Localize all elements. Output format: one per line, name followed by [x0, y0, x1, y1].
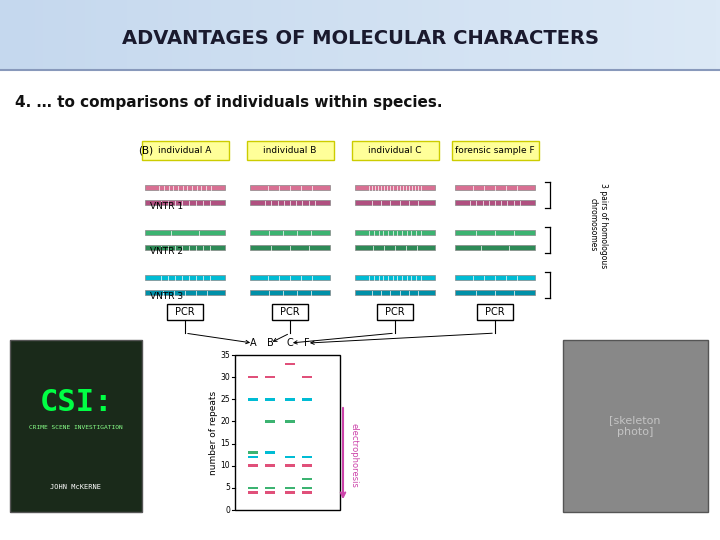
Text: PCR: PCR [385, 307, 405, 317]
Bar [285, 491, 295, 494]
Bar [455, 200, 535, 205]
Bar [302, 456, 312, 458]
Bar [302, 478, 312, 480]
Bar [377, 304, 413, 320]
Bar [285, 456, 295, 458]
FancyBboxPatch shape [142, 140, 228, 160]
Bar [265, 491, 275, 494]
Text: A: A [250, 338, 256, 348]
Text: VNTR 2: VNTR 2 [150, 247, 183, 256]
Bar [167, 304, 203, 320]
Bar [272, 304, 308, 320]
Bar [355, 275, 435, 280]
Bar [145, 230, 225, 235]
Text: PCR: PCR [280, 307, 300, 317]
Text: 20: 20 [220, 417, 230, 426]
Bar [248, 376, 258, 379]
Bar [145, 290, 225, 295]
Bar [235, 355, 340, 510]
Bar [355, 230, 435, 235]
Bar [285, 398, 295, 401]
Text: PCR: PCR [485, 307, 505, 317]
Text: PCR: PCR [175, 307, 195, 317]
Text: 25: 25 [220, 395, 230, 404]
Text: individual A: individual A [158, 146, 212, 154]
Bar [248, 456, 258, 458]
Bar [145, 245, 225, 250]
Bar [455, 275, 535, 280]
Text: C: C [287, 338, 293, 348]
Text: individual B: individual B [264, 146, 317, 154]
Text: number of repeats: number of repeats [209, 390, 217, 475]
Bar [355, 290, 435, 295]
Bar [302, 398, 312, 401]
Text: 3 pairs of homologous
chromosomes: 3 pairs of homologous chromosomes [588, 183, 608, 268]
Bar [250, 200, 330, 205]
Text: 10: 10 [220, 461, 230, 470]
Text: [skeleton
photo]: [skeleton photo] [609, 415, 661, 437]
Text: CSI:: CSI: [40, 388, 113, 416]
Bar [355, 245, 435, 250]
Text: 0: 0 [225, 505, 230, 515]
Text: individual C: individual C [368, 146, 422, 154]
Text: ADVANTAGES OF MOLECULAR CHARACTERS: ADVANTAGES OF MOLECULAR CHARACTERS [122, 29, 598, 48]
Bar [355, 185, 435, 190]
Bar [248, 451, 258, 454]
FancyBboxPatch shape [451, 140, 539, 160]
Bar [250, 275, 330, 280]
Bar [355, 200, 435, 205]
Bar [455, 185, 535, 190]
Bar [563, 340, 708, 512]
Bar [250, 185, 330, 190]
Text: F: F [304, 338, 310, 348]
Bar [285, 487, 295, 489]
Bar [265, 376, 275, 379]
Text: 35: 35 [220, 350, 230, 360]
Bar [285, 420, 295, 423]
Bar [248, 464, 258, 467]
Bar [250, 245, 330, 250]
Bar [10, 340, 142, 512]
Text: CRIME SCENE INVESTIGATION: CRIME SCENE INVESTIGATION [29, 424, 123, 429]
Bar [145, 200, 225, 205]
Text: forensic sample F: forensic sample F [455, 146, 535, 154]
Text: B: B [266, 338, 274, 348]
Bar [285, 363, 295, 365]
Bar [265, 464, 275, 467]
Bar [455, 230, 535, 235]
Text: (B): (B) [138, 145, 153, 155]
Bar [145, 275, 225, 280]
Text: 15: 15 [220, 439, 230, 448]
Bar [285, 464, 295, 467]
Bar [250, 290, 330, 295]
Text: 4. … to comparisons of individuals within species.: 4. … to comparisons of individuals withi… [15, 95, 443, 110]
Bar [145, 185, 225, 190]
Bar [265, 487, 275, 489]
Bar [250, 230, 330, 235]
Text: 5: 5 [225, 483, 230, 492]
Bar [455, 290, 535, 295]
Text: 30: 30 [220, 373, 230, 382]
Bar [265, 451, 275, 454]
Bar [302, 464, 312, 467]
Bar [265, 420, 275, 423]
Bar [248, 491, 258, 494]
Bar [302, 376, 312, 379]
Text: electrophoresis: electrophoresis [350, 423, 359, 488]
Text: VNTR 3: VNTR 3 [150, 292, 183, 301]
FancyBboxPatch shape [246, 140, 333, 160]
Bar [248, 487, 258, 489]
Bar [477, 304, 513, 320]
Text: VNTR 1: VNTR 1 [150, 202, 183, 211]
FancyBboxPatch shape [351, 140, 438, 160]
Bar [248, 398, 258, 401]
Bar [302, 491, 312, 494]
Text: JOHN McKERNE: JOHN McKERNE [50, 484, 102, 490]
Bar [302, 487, 312, 489]
Bar [265, 398, 275, 401]
Bar [455, 245, 535, 250]
